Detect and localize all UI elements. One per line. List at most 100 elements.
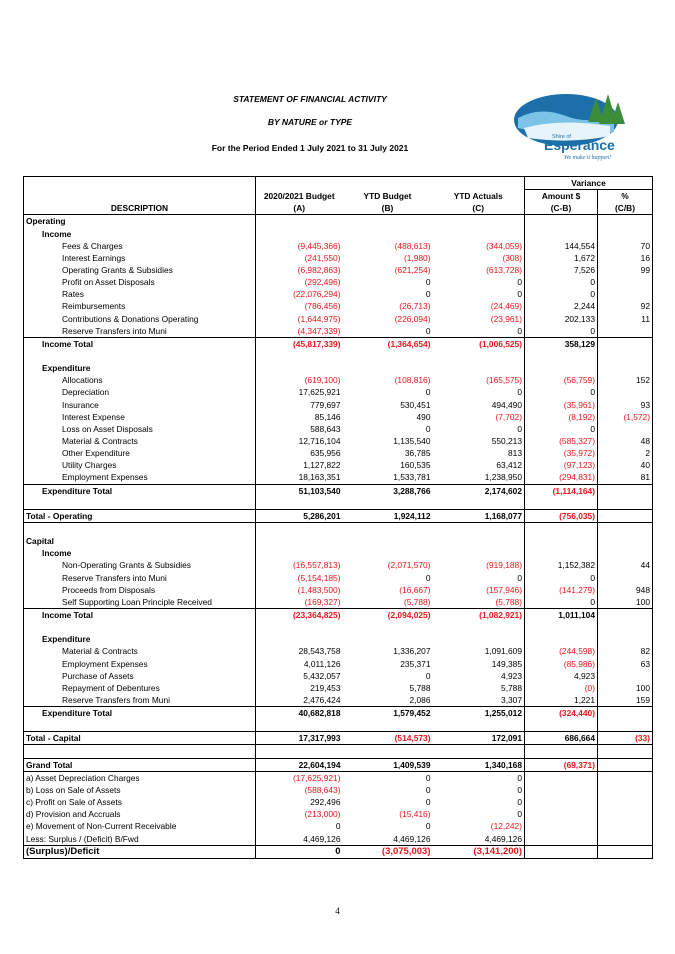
ytd-budget-cell: (108,816) <box>394 375 431 386</box>
variance-amount-cell <box>524 227 598 240</box>
ytd-budget-cell: 530,451 <box>400 399 431 410</box>
budget-cell <box>255 496 343 510</box>
ytd-budget-cell: 1,135,540 <box>393 436 431 447</box>
table-row: Contributions & Donations Operating (1,64… <box>23 312 653 325</box>
variance-pct-cell: 948 <box>597 583 653 596</box>
variance-pct-cell <box>597 757 653 772</box>
variance-header: Variance <box>524 175 653 191</box>
row-description: Purchase of Assets <box>23 669 256 682</box>
row-description <box>23 621 256 634</box>
logo-name: Esperance <box>544 137 615 153</box>
budget-cell: 0 <box>255 820 343 833</box>
row-description: Less: Surplus / (Deficit) B/Fwd <box>23 832 256 846</box>
ytd-budget-cell: 0 <box>425 821 431 832</box>
budget-cell: 5,432,057 <box>255 669 343 682</box>
budget-cell: (22,076,294) <box>255 288 343 301</box>
table-row: c) Profit on Sale of Assets 292,496 0 0 <box>23 796 653 809</box>
variance-pct-cell <box>597 783 653 797</box>
ytd-actuals-cell: 0 <box>517 809 522 820</box>
table-row: Reimbursements (786,456) (26,713) (24,469) 2… <box>23 300 653 313</box>
table-row: Other Expenditure 635,956 36,785 813 (35,972… <box>23 447 653 460</box>
table-row: Income <box>23 547 653 560</box>
ytd-actuals-cell: 0 <box>517 572 522 583</box>
variance-pct-cell <box>597 288 653 301</box>
variance-amount-cell: (35,972) <box>524 447 598 460</box>
table-row: Loss on Asset Disposals 588,643 0 0 0 <box>23 422 653 435</box>
row-description: Expenditure <box>23 362 256 375</box>
ytd-actuals-cell: (919,188) <box>486 560 522 571</box>
row-description: Self Supporting Loan Principle Received <box>23 595 256 609</box>
ytd-actuals-cell <box>433 745 525 758</box>
budget-cell: (45,817,339) <box>255 336 343 350</box>
ytd-actuals-cell: (3,141,200) <box>432 844 525 859</box>
ytd-budget-cell: 1,533,781 <box>393 472 431 483</box>
variance-pct-cell <box>597 633 653 646</box>
variance-pct-cell: (1,572) <box>597 410 653 423</box>
row-description <box>23 719 256 732</box>
variance-pct-cell <box>597 770 653 784</box>
table-row: Operating <box>23 214 653 228</box>
row-description: Grand Total <box>23 757 256 772</box>
shire-logo: Shire of Esperance We make it happen! <box>510 88 636 166</box>
budget-cell <box>255 547 343 560</box>
ytd-budget-cell: 5,788 <box>409 682 431 693</box>
page-number: 4 <box>335 906 340 916</box>
ytd-budget-cell: (16,667) <box>399 584 431 595</box>
variance-amount-cell: 1,221 <box>524 693 598 707</box>
budget-cell: (9,445,366) <box>255 239 343 252</box>
budget-cell: (241,550) <box>255 251 343 264</box>
ytd-budget-cell: 1,924,112 <box>342 508 433 523</box>
variance-pct-cell: 48 <box>597 434 653 448</box>
variance-amount-cell: 202,133 <box>524 312 598 325</box>
variance-pct-cell <box>597 607 653 622</box>
variance-amount-cell <box>524 633 598 646</box>
ytd-budget-cell: 0 <box>425 387 431 398</box>
variance-amount-cell <box>524 547 598 560</box>
row-description: Material & Contracts <box>23 645 256 658</box>
variance-amount-cell: 358,129 <box>524 336 598 350</box>
budget-cell: 1,127,822 <box>255 459 343 472</box>
table-row: Expenditure <box>23 362 653 375</box>
variance-pct-cell <box>597 214 653 228</box>
budget-cell: (16,557,813) <box>255 559 343 572</box>
table-row: Expenditure <box>23 633 653 646</box>
variance-pct-cell <box>597 483 653 497</box>
table-row: a) Asset Depreciation Charges (17,625,921… <box>23 770 653 784</box>
row-description: Reserve Transfers from Muni <box>23 693 256 707</box>
variance-amount-cell: 0 <box>524 386 598 399</box>
ytd-actuals-cell <box>433 535 525 547</box>
variance-pct-cell <box>597 362 653 375</box>
variance-amount-cell: (141,279) <box>524 583 598 596</box>
table-row: e) Movement of Non-Current Receivable 0 0(… <box>23 820 653 833</box>
budget-cell: 22,604,194 <box>255 757 343 772</box>
col-budget-sub: (A) <box>255 202 343 216</box>
variance-amount-cell: 0 <box>524 288 598 301</box>
variance-amount-cell <box>524 820 598 833</box>
ytd-actuals-cell: 0 <box>517 784 522 795</box>
variance-amount-cell: (8,192) <box>524 410 598 423</box>
row-description: Expenditure <box>23 633 256 646</box>
variance-pct-cell: 93 <box>597 398 653 411</box>
ytd-actuals-cell: 4,469,126 <box>484 833 522 844</box>
ytd-budget-cell <box>343 535 433 547</box>
variance-amount-cell <box>524 744 598 759</box>
variance-amount-cell <box>524 796 598 809</box>
row-description: Reimbursements <box>23 300 256 313</box>
budget-cell: (6,982,863) <box>255 263 343 277</box>
logo-small-text: Shire of <box>552 134 571 140</box>
table-row: Employment Expenses 18,163,351 1,533,781 1,… <box>23 471 653 485</box>
ytd-budget-cell: (514,573) <box>342 731 433 746</box>
row-description: Interest Earnings <box>23 251 256 264</box>
variance-pct-cell: 81 <box>597 471 653 485</box>
ytd-budget-cell: (1,980) <box>403 252 431 263</box>
ytd-actuals-cell: 550,213 <box>491 436 522 447</box>
table-row <box>23 522 653 536</box>
variance-pct-cell <box>597 227 653 240</box>
variance-amount-cell: 0 <box>524 571 598 584</box>
budget-cell: 635,956 <box>255 447 343 460</box>
ytd-budget-cell <box>343 745 433 758</box>
table-row: Employment Expenses 4,011,126 235,371 149,3… <box>23 657 653 670</box>
ytd-budget-cell: (1,364,654) <box>342 336 433 350</box>
ytd-actuals-cell: (1,006,525) <box>432 336 525 350</box>
col-ytd-actuals-sub: (C) <box>432 202 525 216</box>
